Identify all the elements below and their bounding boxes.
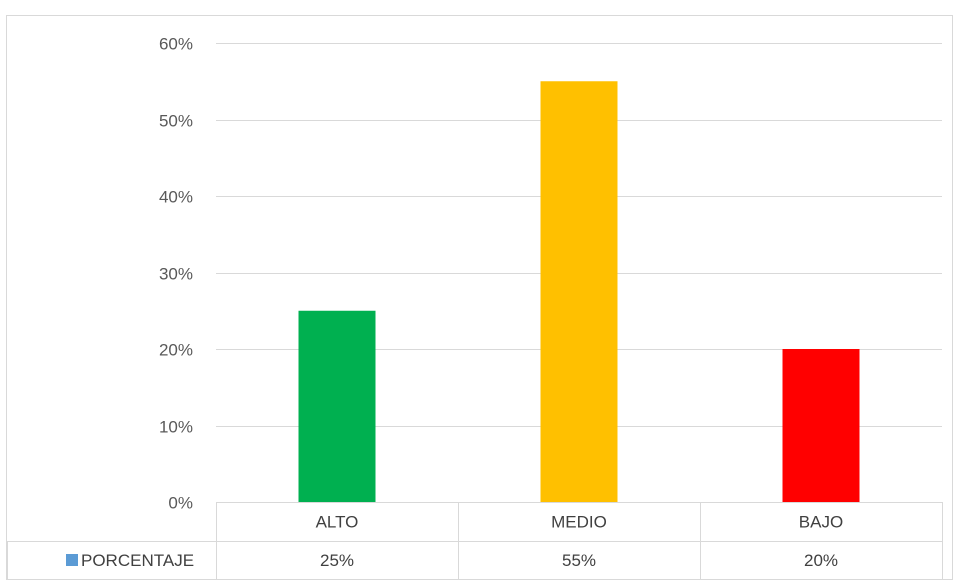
x-category-label: ALTO: [316, 513, 359, 532]
legend-series-name: PORCENTAJE: [81, 551, 194, 570]
y-tick-label: 60%: [159, 35, 193, 54]
legend-key: [66, 554, 78, 566]
bar-alto: [298, 310, 376, 502]
y-tick-label: 40%: [159, 188, 193, 207]
bar-bajo: [782, 349, 860, 502]
x-category-label: BAJO: [799, 513, 843, 532]
y-tick-label: 20%: [159, 341, 193, 360]
bars: [298, 81, 860, 502]
y-tick-label: 0%: [168, 494, 193, 513]
y-tick-label: 50%: [159, 112, 193, 131]
data-table: ALTO MEDIO BAJO 25% 55% 20% PORCENTAJE: [7, 502, 943, 580]
data-table-value: 25%: [320, 551, 354, 570]
bar-medio: [540, 81, 618, 502]
x-category-label: MEDIO: [551, 513, 607, 532]
data-table-value: 55%: [562, 551, 596, 570]
y-tick-label: 30%: [159, 265, 193, 284]
y-axis-ticks: 0% 10% 20% 30% 40% 50% 60%: [159, 35, 193, 513]
data-table-value: 20%: [804, 551, 838, 570]
y-tick-label: 10%: [159, 418, 193, 437]
